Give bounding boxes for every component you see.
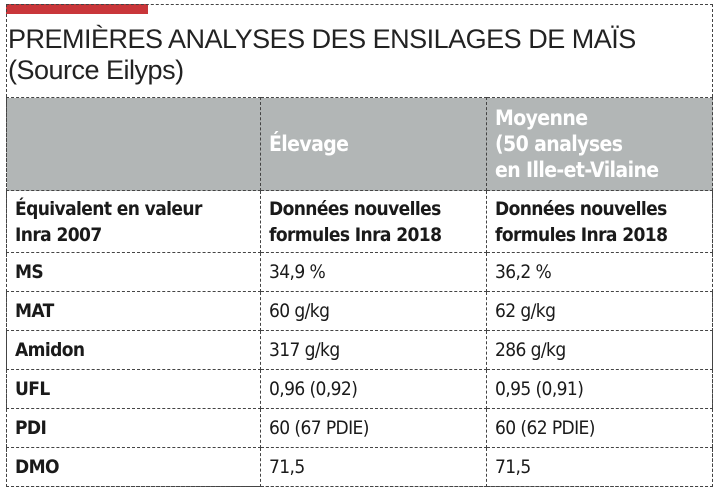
table-subheader-row: Équivalent en valeur Inra 2007 Données no…: [6, 190, 713, 253]
header-moyenne-line: (50 analyses: [495, 132, 623, 156]
row-label: DMO: [6, 447, 261, 487]
subheader-line: formules Inra 2018: [269, 223, 442, 246]
accent-bar: [6, 4, 148, 14]
subheader-line: formules Inra 2018: [495, 223, 668, 246]
row-label: MS: [6, 252, 261, 292]
table-row: UFL 0,96 (0,92) 0,95 (0,91): [6, 369, 713, 409]
table-row: DMO 71,5 71,5: [6, 447, 713, 487]
header-empty: [6, 97, 261, 191]
subheader-line: Données nouvelles: [269, 197, 441, 220]
elevage-value: 0,96 (0,92): [260, 369, 487, 409]
elevage-value: 60 (67 PDIE): [260, 408, 487, 448]
subheader-line: Équivalent en valeur: [15, 197, 202, 220]
subheader-cell: Données nouvelles formules Inra 2018: [260, 190, 487, 253]
subheader-line: Inra 2007: [15, 223, 102, 246]
elevage-value: 60 g/kg: [260, 291, 487, 331]
table-header-row: Élevage Moyenne (50 analyses en Ille-et-…: [6, 97, 713, 191]
moyenne-value: 0,95 (0,91): [486, 369, 713, 409]
subheader-cell: Équivalent en valeur Inra 2007: [6, 190, 261, 253]
elevage-value: 71,5: [260, 447, 487, 487]
table-row: PDI 60 (67 PDIE) 60 (62 PDIE): [6, 408, 713, 448]
header-moyenne-line: en Ille-et-Vilaine: [495, 158, 659, 182]
analysis-table: Élevage Moyenne (50 analyses en Ille-et-…: [6, 97, 713, 487]
moyenne-value: 36,2 %: [486, 252, 713, 292]
subheader-cell: Données nouvelles formules Inra 2018: [486, 190, 713, 253]
row-label: MAT: [6, 291, 261, 331]
moyenne-value: 71,5: [486, 447, 713, 487]
title-line-1: PREMIÈRES ANALYSES DES ENSILAGES DE MAÏS: [8, 24, 636, 54]
page-title: PREMIÈRES ANALYSES DES ENSILAGES DE MAÏS…: [8, 24, 636, 86]
subheader-line: Données nouvelles: [495, 197, 667, 220]
elevage-value: 34,9 %: [260, 252, 487, 292]
table-row: MAT 60 g/kg 62 g/kg: [6, 291, 713, 331]
table-row: MS 34,9 % 36,2 %: [6, 252, 713, 292]
header-moyenne: Moyenne (50 analyses en Ille-et-Vilaine: [486, 97, 713, 191]
row-label: Amidon: [6, 330, 261, 370]
moyenne-value: 62 g/kg: [486, 291, 713, 331]
table-row: Amidon 317 g/kg 286 g/kg: [6, 330, 713, 370]
row-label: UFL: [6, 369, 261, 409]
row-label: PDI: [6, 408, 261, 448]
moyenne-value: 60 (62 PDIE): [486, 408, 713, 448]
header-moyenne-line: Moyenne: [495, 106, 588, 130]
header-elevage: Élevage: [260, 97, 487, 191]
elevage-value: 317 g/kg: [260, 330, 487, 370]
title-source: (Source Eilyps): [8, 55, 184, 85]
moyenne-value: 286 g/kg: [486, 330, 713, 370]
